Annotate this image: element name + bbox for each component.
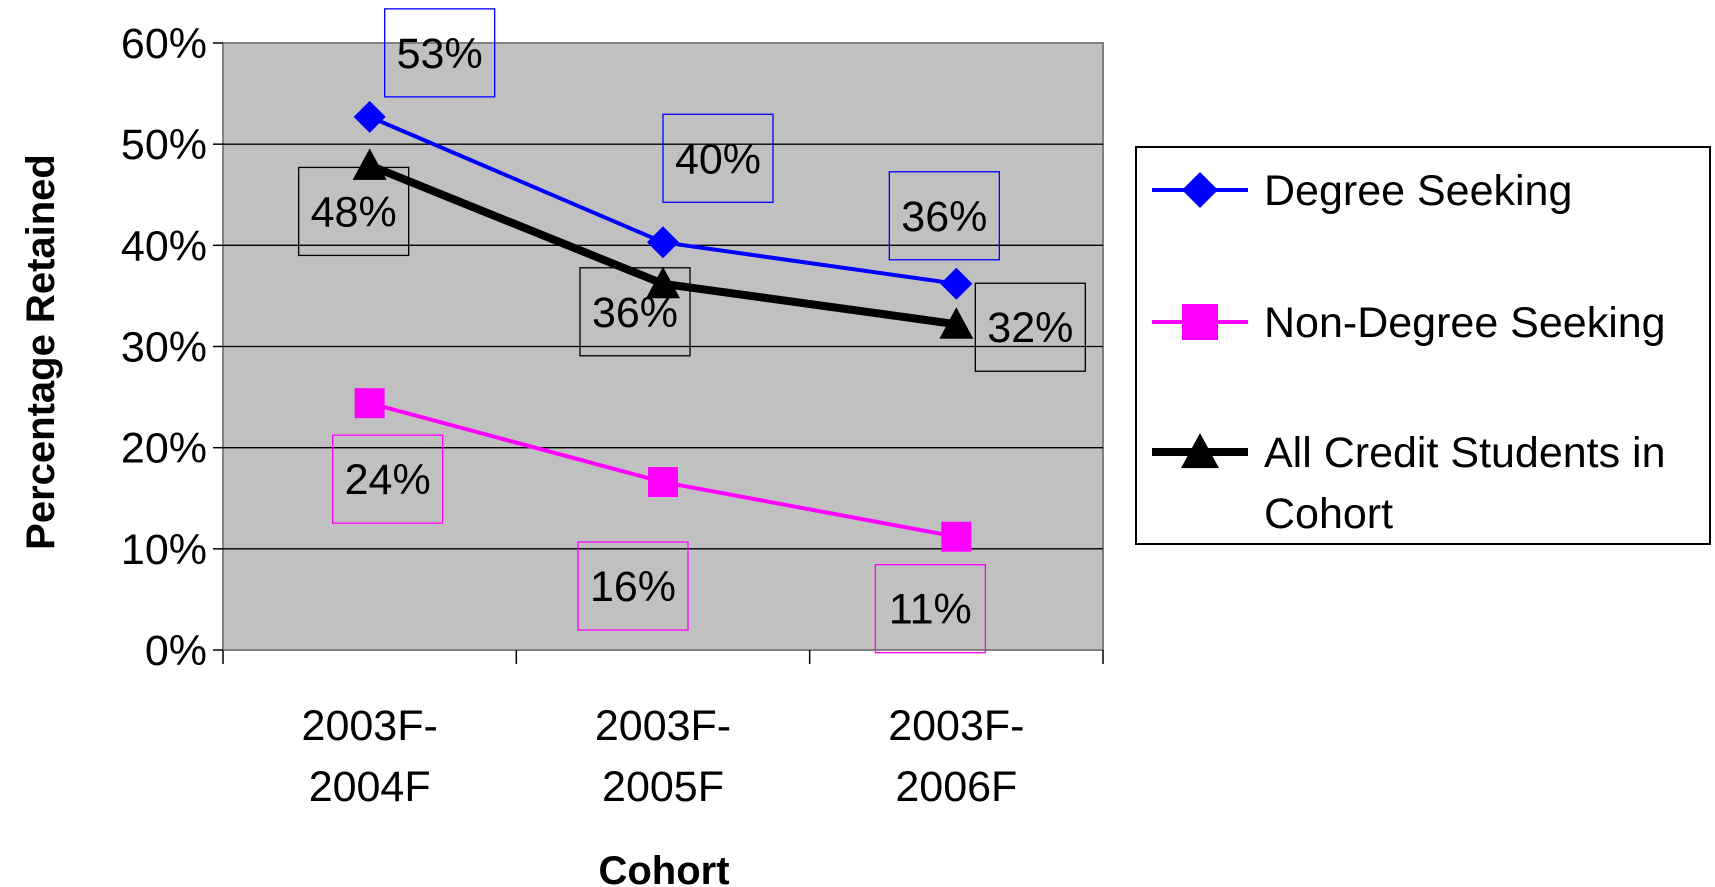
data-label-box-0-1 bbox=[662, 113, 774, 203]
legend-marker-1 bbox=[1182, 304, 1218, 340]
y-tick-label-5: 50% bbox=[121, 121, 207, 169]
x-axis-title: Cohort bbox=[598, 849, 729, 887]
series-2-point-0 bbox=[352, 148, 387, 180]
x-axis: 2003F- 2004F 2003F- 2005F 2003F- 2006F bbox=[222, 650, 1104, 811]
data-label-2-0: 48% bbox=[311, 188, 397, 236]
y-tick-label-1: 10% bbox=[121, 526, 207, 574]
y-axis-ticks: 0% 10% 20% 30% 40% 50% 60% bbox=[121, 20, 223, 675]
series-0-point-2 bbox=[940, 267, 973, 300]
series-group bbox=[352, 100, 974, 552]
data-label-box-1-1 bbox=[577, 541, 689, 631]
data-label-0-2: 36% bbox=[901, 193, 987, 241]
legend-label-1-0: Non-Degree Seeking bbox=[1264, 299, 1666, 347]
data-labels: 53% 40% 36% 24% 16% 11% 48% 36% 32% bbox=[298, 8, 1086, 654]
x-tick-label-0-1: 2004F bbox=[309, 763, 431, 811]
series-1-point-0 bbox=[354, 388, 385, 419]
x-tick-label-0-0: 2003F- bbox=[302, 702, 438, 750]
y-tick-label-4: 40% bbox=[121, 222, 207, 270]
data-label-2-2: 32% bbox=[987, 304, 1073, 352]
y-tick-label-2: 20% bbox=[121, 425, 207, 473]
y-axis-title: Percentage Retained bbox=[19, 154, 63, 550]
y-tick-label-6: 60% bbox=[121, 20, 207, 68]
series-2-point-2 bbox=[939, 307, 974, 339]
legend-label-2-0: All Credit Students in bbox=[1264, 429, 1666, 477]
x-tick-label-1-1: 2005F bbox=[602, 763, 724, 811]
data-label-1-1: 16% bbox=[590, 563, 676, 611]
data-label-box-0-2 bbox=[888, 171, 1000, 261]
data-label-0-0: 53% bbox=[397, 30, 483, 78]
data-label-1-2: 11% bbox=[889, 586, 972, 634]
data-label-box-2-1 bbox=[579, 267, 691, 357]
y-tick-label-3: 30% bbox=[121, 324, 207, 372]
data-label-box-2-0 bbox=[298, 166, 410, 257]
series-1-point-1 bbox=[648, 467, 678, 498]
y-tick-label-0: 0% bbox=[145, 627, 207, 675]
data-label-box-0-0 bbox=[384, 8, 496, 98]
legend-box bbox=[1135, 146, 1711, 545]
data-label-box-2-2 bbox=[974, 282, 1086, 372]
data-label-0-1: 40% bbox=[675, 135, 761, 183]
x-tick-label-2-1: 2006F bbox=[895, 763, 1017, 811]
data-label-2-1: 36% bbox=[592, 289, 678, 337]
series-1-point-2 bbox=[941, 521, 972, 552]
data-label-box-1-0 bbox=[332, 434, 444, 524]
data-label-1-0: 24% bbox=[345, 456, 431, 504]
legend-label-0-0: Degree Seeking bbox=[1264, 167, 1572, 215]
x-tick-label-2-0: 2003F- bbox=[888, 702, 1024, 750]
legend-label-2-1: Cohort bbox=[1264, 490, 1393, 538]
legend: Degree Seeking Non-Degree Seeking All Cred… bbox=[1135, 146, 1711, 545]
x-tick-label-1-0: 2003F- bbox=[595, 702, 731, 750]
legend-marker-0 bbox=[1182, 172, 1218, 208]
data-label-box-1-2 bbox=[874, 564, 986, 654]
series-0-point-0 bbox=[353, 100, 386, 133]
series-0-point-1 bbox=[647, 226, 679, 259]
series-2-point-1 bbox=[646, 266, 680, 299]
legend-marker-2 bbox=[1181, 433, 1219, 469]
